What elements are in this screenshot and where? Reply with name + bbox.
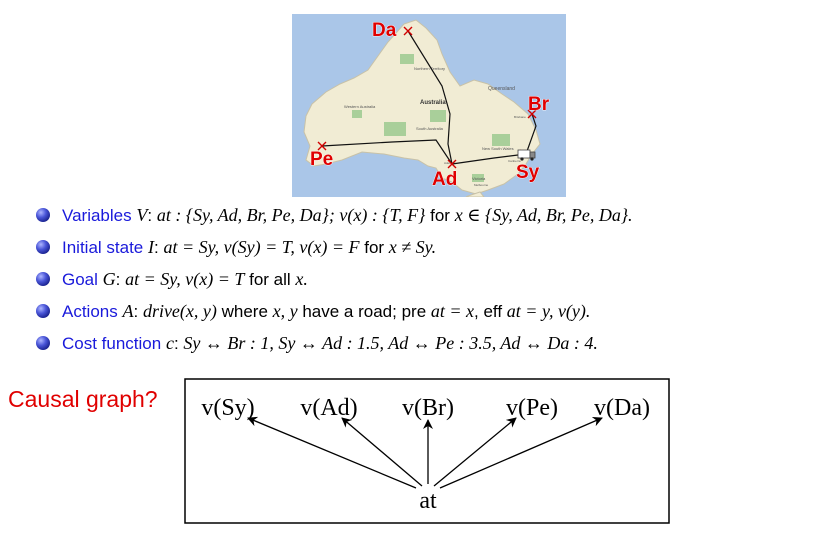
bullet-marker bbox=[36, 208, 50, 222]
bullet-text: : bbox=[133, 302, 143, 321]
node-v-br: v(Br) bbox=[402, 395, 454, 421]
node-v-da: v(Da) bbox=[594, 395, 650, 421]
bullet-marker bbox=[36, 272, 50, 286]
bullet-symbol: G bbox=[102, 269, 116, 289]
bullet-keyword: Cost function bbox=[62, 334, 162, 353]
bullet-text: for bbox=[425, 206, 455, 225]
bullet-keyword: Variables bbox=[62, 206, 132, 225]
map-park bbox=[472, 174, 484, 182]
map-park bbox=[400, 54, 414, 64]
causal-graph-diagram: v(Sy) v(Ad) v(Br) v(Pe) v(Da) at bbox=[184, 378, 670, 524]
bullet-math: Sy ↔ Br : 1, Sy ↔ Ad : 1.5, Ad ↔ Pe : 3.… bbox=[183, 333, 598, 353]
bullet-text: : bbox=[154, 238, 164, 257]
node-v-pe: v(Pe) bbox=[506, 395, 558, 421]
city-label-br: Br bbox=[528, 94, 550, 115]
bullet-math: x ∈ {Sy, Ad, Br, Pe, Da}. bbox=[454, 205, 633, 225]
bullet-math: x ≠ Sy. bbox=[388, 237, 437, 257]
bullet-marker bbox=[36, 304, 50, 318]
city-label-da: Da bbox=[372, 20, 397, 41]
region-label: Queensland bbox=[488, 86, 515, 92]
bullet-actions: Actions A: drive(x, y) where x, y have a… bbox=[36, 296, 826, 328]
bullet-keyword: Goal bbox=[62, 270, 98, 289]
node-v-ad: v(Ad) bbox=[300, 395, 357, 421]
bullet-initial-state: Initial state I: at = Sy, v(Sy) = T, v(x… bbox=[36, 232, 826, 264]
region-label: Victoria bbox=[472, 176, 486, 181]
bullet-math: x, y bbox=[272, 301, 298, 321]
region-label: South Australia bbox=[416, 126, 444, 131]
bullet-text: have a road; pre bbox=[297, 302, 431, 321]
bullet-text: : bbox=[115, 270, 126, 289]
region-label: Brisbane bbox=[514, 115, 526, 119]
region-label: Western Australia bbox=[344, 104, 376, 109]
bullet-marker bbox=[36, 240, 50, 254]
marker-da bbox=[403, 26, 413, 36]
bullet-symbol: c bbox=[165, 333, 174, 353]
bullet-math: x. bbox=[295, 269, 308, 289]
region-label: Northern Territory bbox=[414, 66, 445, 71]
marker-ad bbox=[447, 159, 457, 169]
road-ad-da bbox=[407, 30, 453, 165]
bullet-text: , eff bbox=[474, 302, 507, 321]
map-landmass bbox=[303, 19, 541, 195]
city-label-pe: Pe bbox=[310, 149, 333, 170]
bullet-math: at = Sy, v(x) = T bbox=[125, 269, 245, 289]
causal-graph-question: Causal graph? bbox=[8, 386, 158, 412]
map-park bbox=[430, 110, 446, 122]
map-park bbox=[492, 134, 510, 146]
map-park bbox=[384, 122, 406, 136]
region-label: Melbourne bbox=[474, 183, 489, 187]
map-tasmania bbox=[465, 191, 485, 197]
bullet-math: at = y, v(y). bbox=[506, 301, 591, 321]
bullet-text: : bbox=[173, 334, 184, 353]
region-label: Canberra bbox=[508, 159, 521, 163]
road-sy-ad bbox=[451, 153, 527, 165]
bullet-math: at = x bbox=[430, 301, 475, 321]
bullet-math: drive(x, y) bbox=[142, 301, 217, 321]
region-label: Australia bbox=[420, 100, 446, 106]
bullet-math: at : {Sy, Ad, Br, Pe, Da}; v(x) : {T, F} bbox=[156, 205, 426, 225]
node-at: at bbox=[419, 488, 437, 514]
region-label: New South Wales bbox=[482, 146, 514, 151]
truck-icon bbox=[517, 149, 536, 161]
edge-at-v-sy bbox=[247, 416, 417, 489]
causal-graph-frame bbox=[184, 378, 670, 524]
road-network bbox=[321, 30, 537, 165]
bullet-variables: Variables V: at : {Sy, Ad, Br, Pe, Da}; … bbox=[36, 200, 826, 232]
australia-map: Northern Territory Australia Queensland … bbox=[292, 14, 566, 197]
region-label: Adelaide bbox=[444, 161, 456, 165]
edge-at-v-ad bbox=[341, 417, 423, 487]
bullet-symbol: A bbox=[122, 301, 134, 321]
bullet-math: at = Sy, v(Sy) = T, v(x) = F bbox=[163, 237, 360, 257]
node-v-sy: v(Sy) bbox=[201, 395, 254, 421]
bullet-marker bbox=[36, 336, 50, 350]
map-park bbox=[352, 110, 362, 118]
road-sy-br bbox=[525, 113, 537, 155]
task-definition-list: Variables V: at : {Sy, Ad, Br, Pe, Da}; … bbox=[36, 200, 826, 360]
marker-br bbox=[527, 109, 537, 119]
bullet-text: for all bbox=[244, 270, 296, 289]
bullet-keyword: Actions bbox=[62, 302, 118, 321]
road-ad-pe bbox=[321, 139, 453, 165]
marker-pe bbox=[317, 141, 327, 151]
edge-at-v-pe bbox=[433, 417, 517, 487]
bullet-goal: Goal G: at = Sy, v(x) = T for all x. bbox=[36, 264, 826, 296]
bullet-text: for bbox=[359, 238, 389, 257]
bullet-text: where bbox=[216, 302, 273, 321]
city-label-ad: Ad bbox=[432, 169, 457, 190]
edge-at-v-da bbox=[439, 416, 603, 489]
bullet-text: : bbox=[147, 206, 157, 225]
bullet-keyword: Initial state bbox=[62, 238, 144, 257]
bullet-cost-function: Cost function c: Sy ↔ Br : 1, Sy ↔ Ad : … bbox=[36, 328, 826, 360]
bullet-symbol: I bbox=[148, 237, 154, 257]
bullet-symbol: V bbox=[136, 205, 148, 225]
city-label-sy: Sy bbox=[516, 162, 540, 183]
